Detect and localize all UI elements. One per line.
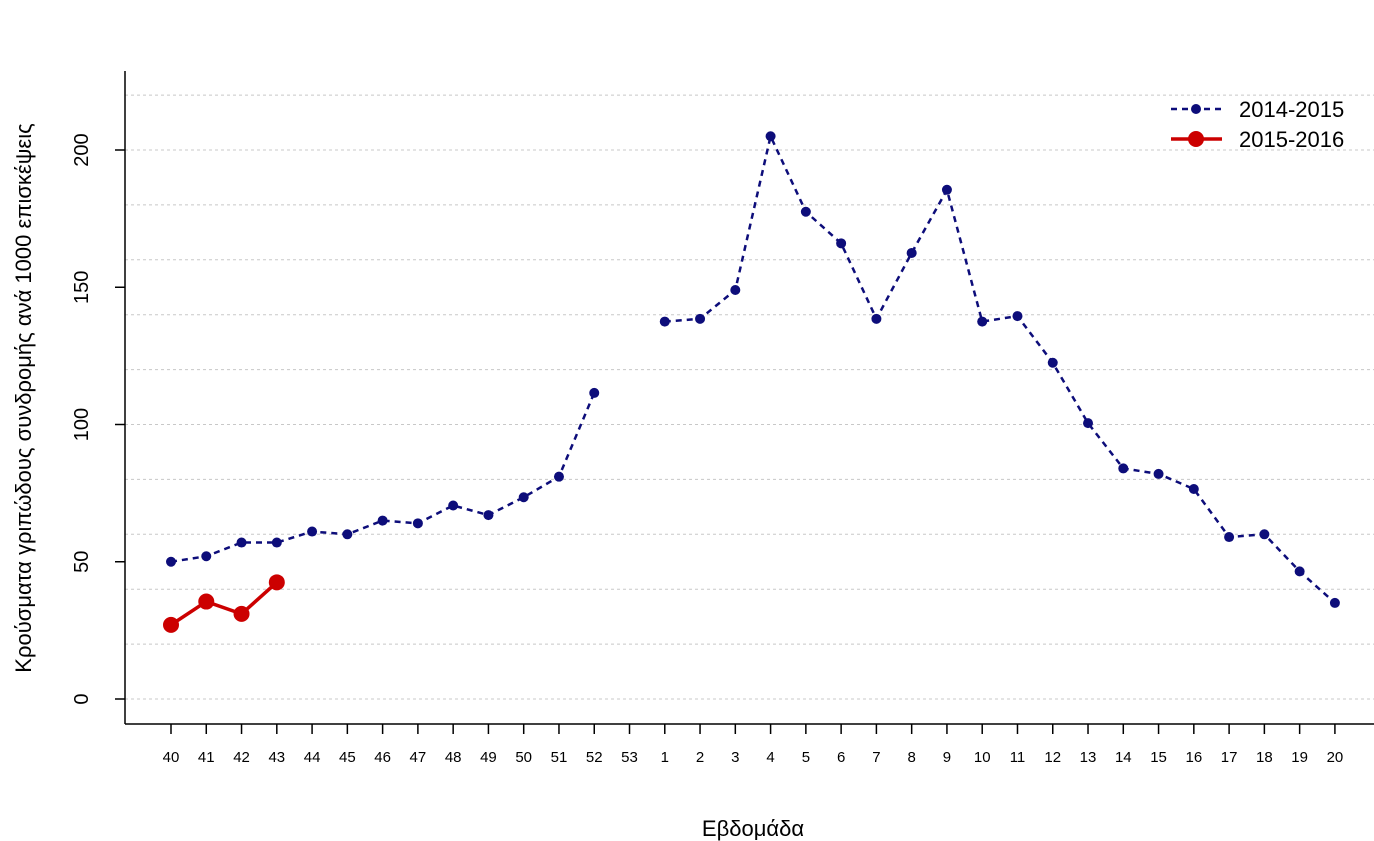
series-line: [664, 132, 1336, 604]
x-tick-label: 45: [339, 749, 356, 766]
x-tick-label: 51: [551, 749, 568, 766]
x-tick-label: 42: [233, 749, 250, 766]
x-tick-label: 44: [304, 749, 321, 766]
x-tick-label: 5: [802, 749, 810, 766]
data-point: [233, 605, 250, 622]
data-point: [342, 529, 353, 540]
data-point: [198, 593, 215, 610]
legend-label: 2015-2016: [1239, 127, 1344, 152]
x-tick-label: 47: [410, 749, 427, 766]
data-point: [448, 500, 459, 511]
x-axis-label: Εβδομάδα: [702, 816, 804, 841]
x-tick-label: 2: [696, 749, 704, 766]
data-point: [236, 537, 247, 548]
x-tick-label: 16: [1185, 749, 1202, 766]
data-point: [1329, 597, 1340, 608]
data-point: [553, 471, 564, 482]
data-point: [201, 551, 212, 562]
x-tick-label: 17: [1221, 749, 1238, 766]
data-point: [1259, 529, 1270, 540]
legend: 2014-2015 2015-2016: [1171, 97, 1344, 152]
y-tick-label: 200: [71, 133, 93, 166]
data-point: [1083, 418, 1094, 429]
x-tick-label: 43: [268, 749, 285, 766]
x-tick-label: 6: [837, 749, 845, 766]
data-point: [695, 313, 706, 324]
x-tick-label: 18: [1256, 749, 1273, 766]
x-tick-label: 9: [943, 749, 951, 766]
x-tick-label: 50: [515, 749, 532, 766]
x-tick-label: 3: [731, 749, 739, 766]
x-tick-label: 1: [661, 749, 669, 766]
data-point: [1153, 468, 1164, 479]
x-tick-label: 4: [766, 749, 774, 766]
data-point: [271, 537, 282, 548]
data-point: [1294, 566, 1305, 577]
x-tick-label: 7: [872, 749, 880, 766]
y-ticks: 0 50 100 150 200: [71, 133, 125, 705]
x-tick-label: 10: [974, 749, 991, 766]
data-point: [730, 284, 741, 295]
data-point: [906, 247, 917, 258]
legend-marker: [1188, 131, 1204, 147]
data-point: [412, 518, 423, 529]
data-point: [377, 515, 388, 526]
axes: [124, 71, 1374, 725]
x-tick-label: 14: [1115, 749, 1132, 766]
legend-marker: [1191, 104, 1201, 114]
gridlines: [125, 94, 1374, 700]
data-point: [166, 556, 176, 567]
x-tick-label: 53: [621, 749, 638, 766]
data-point: [1012, 311, 1023, 322]
y-tick-label: 0: [71, 693, 93, 704]
data-point: [941, 184, 952, 195]
data-point: [483, 510, 494, 521]
y-tick-label: 150: [71, 271, 93, 304]
series-2: [163, 574, 285, 633]
y-axis-label: Κρούσματα γριπώδους συνδρομής ανά 1000 ε…: [11, 123, 36, 672]
data-point: [589, 387, 600, 398]
series-layer: [163, 131, 1340, 633]
y-tick-label: 50: [71, 551, 93, 573]
legend-label: 2014-2015: [1239, 97, 1344, 122]
data-point: [163, 616, 179, 633]
data-point: [836, 238, 847, 249]
x-tick-label: 19: [1291, 749, 1308, 766]
data-point: [977, 316, 988, 327]
x-tick-label: 48: [445, 749, 462, 766]
x-tick-label: 40: [163, 749, 180, 766]
data-point: [268, 574, 285, 591]
x-tick-label: 20: [1327, 749, 1344, 766]
x-tick-label: 52: [586, 749, 603, 766]
data-point: [871, 313, 882, 324]
x-tick-label: 12: [1044, 749, 1061, 766]
series-1: [166, 131, 1340, 608]
x-tick-label: 46: [374, 749, 391, 766]
x-tick-label: 15: [1150, 749, 1167, 766]
series-line: [170, 581, 278, 627]
data-point: [1118, 463, 1129, 474]
x-tick-label: 8: [907, 749, 915, 766]
data-point: [1047, 357, 1058, 368]
x-tick-label: 13: [1080, 749, 1097, 766]
data-point: [800, 206, 811, 217]
x-tick-label: 41: [198, 749, 215, 766]
y-tick-label: 100: [71, 408, 93, 441]
data-point: [659, 316, 670, 327]
x-ticks: 40 41 42 43 44 45 46 47 48 49 50 51 52 53 1 2 3 4 5 6 7 8 9 10 1…: [163, 724, 1344, 766]
series-line: [170, 392, 596, 563]
data-point: [1188, 484, 1199, 495]
x-tick-label: 11: [1010, 749, 1026, 766]
data-point: [518, 492, 529, 503]
data-point: [765, 131, 776, 142]
data-point: [307, 526, 318, 537]
data-point: [1224, 532, 1235, 543]
x-tick-label: 49: [480, 749, 497, 766]
